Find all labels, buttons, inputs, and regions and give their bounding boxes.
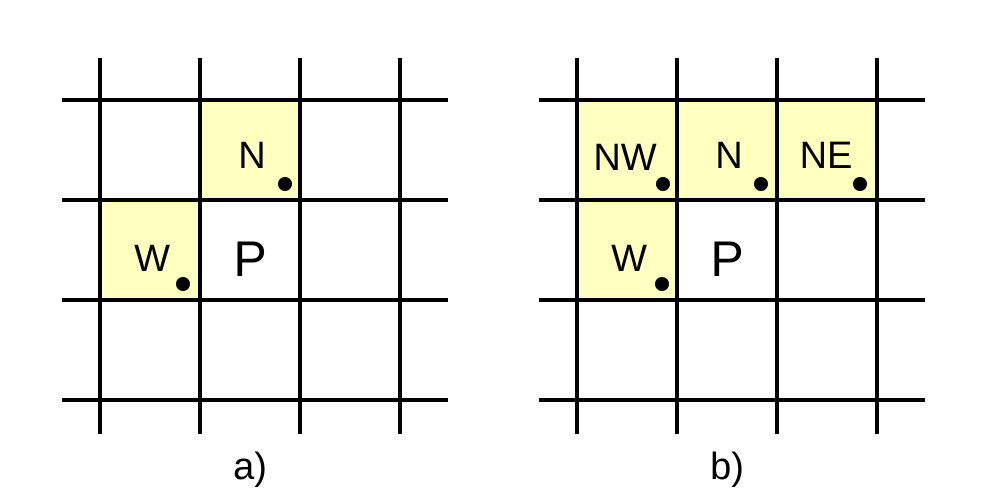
cell-label-n: N: [238, 135, 265, 177]
cell-w-dot: [176, 277, 190, 291]
panel-caption: a): [233, 446, 267, 488]
panel-caption: b): [710, 446, 744, 488]
cell-label-p: P: [233, 231, 266, 287]
panel-a: N W P a): [62, 58, 448, 488]
cell-n-dot: [754, 177, 768, 191]
cell-nw-dot: [656, 177, 670, 191]
cell-label-p: P: [710, 231, 743, 287]
cell-n-dot: [278, 177, 292, 191]
cell-label-ne: NE: [800, 135, 853, 177]
cell-label-w: W: [611, 238, 647, 280]
cell-label-nw: NW: [593, 137, 656, 179]
panel-b: NW N NE W P b): [539, 58, 925, 488]
grid-lines: [62, 58, 448, 434]
cell-w-dot: [655, 277, 669, 291]
cell-label-w: W: [134, 238, 170, 280]
grid-lines: [539, 58, 925, 434]
cell-label-n: N: [715, 135, 742, 177]
cell-ne-dot: [853, 177, 867, 191]
